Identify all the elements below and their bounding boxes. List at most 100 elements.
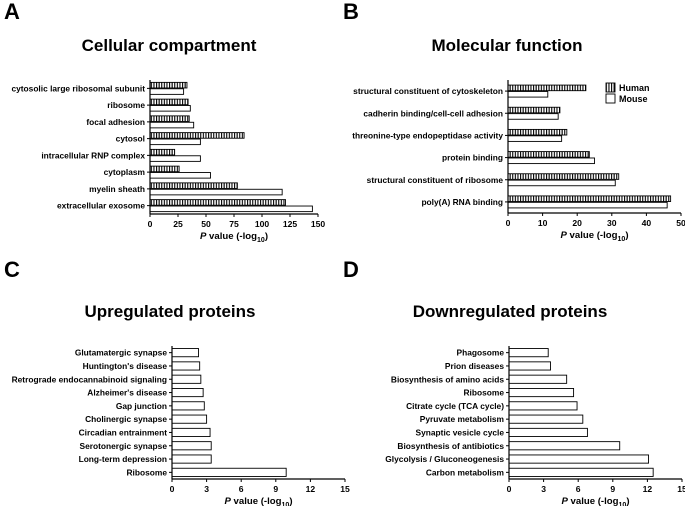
bar (508, 388, 575, 398)
category-label: focal adhesion (86, 117, 145, 127)
bar-human (507, 106, 561, 114)
bar-human (507, 195, 672, 202)
category-label: Serotonergic synapse (79, 441, 167, 451)
category-label: Biosynthesis of amino acids (391, 374, 504, 384)
category-label: extracellular exosome (57, 201, 145, 211)
bar (171, 361, 201, 371)
bar (508, 427, 588, 438)
category-label: protein binding (442, 153, 503, 163)
category-label: myelin sheath (89, 184, 145, 194)
x-tick-label: 75 (229, 219, 239, 229)
bar-human (149, 165, 180, 173)
category-label: cytoplasm (104, 167, 145, 177)
x-tick-label: 9 (610, 484, 615, 494)
x-tick-label: 12 (643, 484, 653, 494)
bar (508, 374, 568, 384)
legend-swatch-mouse (605, 93, 616, 104)
bar-mouse (507, 135, 563, 142)
plot-d: Phagosome Prion diseases Biosynthesis of a… (385, 346, 685, 506)
category-label: intracellular RNP complex (41, 150, 145, 160)
bar (171, 414, 208, 424)
x-tick-label: 20 (572, 218, 582, 228)
panel-letter-b: B (343, 0, 359, 24)
x-tick-label: 50 (676, 218, 685, 228)
x-tick-label: 3 (541, 484, 546, 494)
category-label: structural constituent of ribosome (367, 175, 504, 185)
bar-mouse (149, 205, 313, 213)
plot-c: Glutamatergic synapse Huntington's diseas… (12, 346, 350, 506)
legend-label-mouse: Mouse (619, 94, 648, 104)
bar (171, 467, 287, 477)
bar (171, 388, 204, 398)
x-tick-label: 40 (642, 218, 652, 228)
category-label: Pyruvate metabolism (420, 414, 504, 424)
bar (508, 401, 578, 411)
panel-c: C Upregulated proteins Glutamatergic syn… (4, 257, 350, 506)
bar-mouse (149, 172, 211, 179)
x-tick-label: 150 (311, 219, 326, 229)
bar-human (149, 182, 238, 189)
plot-a: cytosolic large ribosomal subunit ribosom… (11, 80, 325, 244)
panel-d: D Downregulated proteins Phagosome Prion … (343, 257, 685, 506)
category-label: Long-term depression (79, 454, 167, 464)
bar-human (149, 81, 188, 89)
bar-mouse (149, 88, 185, 95)
x-tick-label: 25 (173, 219, 183, 229)
bar (171, 441, 212, 451)
category-label: Carbon metabolism (426, 467, 504, 477)
category-label: cytosolic large ribosomal subunit (11, 83, 145, 93)
bar-human (149, 98, 189, 106)
category-label: Prion diseases (445, 361, 504, 371)
x-tick-label: 0 (148, 219, 153, 229)
panel-title-c: Upregulated proteins (85, 302, 256, 321)
category-label: Cholinergic synapse (85, 414, 167, 424)
x-tick-label: 100 (255, 219, 270, 229)
x-tick-label: 125 (283, 219, 298, 229)
panel-a: A Cellular compartment cytosolic large r… (4, 0, 325, 244)
bar-mouse (507, 157, 595, 165)
panel-title-d: Downregulated proteins (413, 302, 608, 321)
category-label: cytosol (116, 134, 145, 144)
bar (171, 401, 205, 411)
x-tick-label: 30 (607, 218, 617, 228)
bar-human (507, 128, 568, 136)
bar-human (507, 151, 590, 158)
bar-mouse (507, 113, 559, 120)
category-label: Biosynthesis of antibiotics (397, 441, 504, 451)
category-label: Circadian entrainment (79, 427, 168, 437)
x-tick-label: 12 (306, 484, 316, 494)
category-label: threonine-type endopeptidase activity (352, 130, 503, 140)
bar-mouse (149, 121, 195, 129)
panel-letter-d: D (343, 257, 359, 282)
bar (171, 427, 211, 438)
category-label: Ribosome (127, 467, 168, 477)
legend-label-human: Human (619, 83, 650, 93)
plot-b: structural constituent of cytoskeleton ca… (352, 80, 685, 243)
bar-mouse (507, 179, 616, 187)
bar-human (149, 199, 286, 206)
category-label: Glycolysis / Gluconeogenesis (385, 454, 504, 464)
x-tick-label: 3 (204, 484, 209, 494)
bar-human (149, 132, 245, 139)
bar-mouse (149, 155, 201, 162)
x-axis-label: P value (-log10) (560, 230, 628, 243)
x-tick-label: 0 (170, 484, 175, 494)
bar (508, 467, 654, 477)
bar-human (149, 148, 176, 156)
panel-title-b: Molecular function (431, 36, 582, 55)
category-label: Gap junction (116, 401, 167, 411)
category-label: Ribosome (464, 388, 505, 398)
panel-letter-c: C (4, 257, 20, 282)
bar-human (507, 173, 620, 180)
x-tick-label: 0 (507, 484, 512, 494)
bar (171, 348, 199, 358)
x-tick-label: 50 (201, 219, 211, 229)
bar (508, 441, 621, 451)
bar-mouse (149, 188, 283, 196)
bar-mouse (507, 91, 549, 98)
x-tick-label: 6 (239, 484, 244, 494)
category-label: cadherin binding/cell-cell adhesion (363, 108, 503, 118)
category-label: Alzheimer's disease (87, 388, 167, 398)
category-label: structural constituent of cytoskeleton (353, 86, 503, 96)
x-tick-label: 15 (340, 484, 350, 494)
